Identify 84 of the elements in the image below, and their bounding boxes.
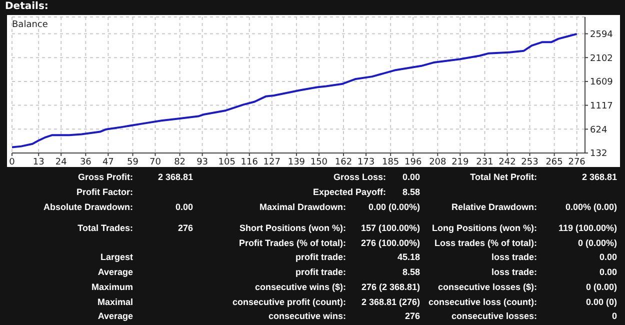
x-tick-label: 0: [9, 157, 16, 168]
text: Largest: [100, 252, 133, 262]
x-tick-label: 276: [568, 157, 586, 168]
text: profit trade:: [296, 267, 346, 277]
x-tick-label: 253: [521, 157, 538, 168]
text: Maximal: [97, 297, 133, 307]
text: 2 368.81: [158, 172, 193, 182]
x-tick-label: 13: [32, 157, 44, 168]
text: 45.18: [397, 252, 420, 262]
x-tick-label: 59: [127, 157, 139, 168]
x-tick-label: 242: [498, 157, 516, 168]
x-tick-label: 93: [196, 157, 208, 168]
x-tick-label: 127: [263, 157, 280, 168]
text: 157 (100.00%): [360, 223, 420, 233]
text: Loss trades (% of total):: [434, 238, 537, 248]
x-tick-label: 208: [429, 157, 447, 168]
text: Long Positions (won %):: [432, 223, 537, 233]
y-tick-label: 2102: [590, 54, 613, 64]
text: 0.00: [402, 172, 420, 182]
text: Maximum: [91, 282, 133, 292]
chart-title: Details:: [5, 1, 48, 12]
text: Total Trades:: [78, 223, 133, 233]
x-tick-label: 185: [382, 157, 400, 168]
x-tick-label: 231: [476, 157, 494, 168]
x-tick-label: 219: [452, 157, 470, 168]
text: 2 368.81: [582, 172, 617, 182]
text: 0.00 (0.00%): [368, 202, 420, 212]
text: Absolute Drawdown:: [44, 202, 133, 212]
text: 0 (0.00): [586, 282, 617, 292]
text: loss trade:: [491, 267, 537, 277]
text: Total Net Profit:: [470, 172, 537, 182]
y-tick-label: 2594: [590, 30, 614, 40]
text: 8.58: [402, 187, 420, 197]
x-tick-label: 139: [288, 157, 306, 168]
text: 276: [404, 311, 420, 321]
text: 0 (0.00%): [578, 238, 617, 248]
x-tick-label: 24: [55, 157, 68, 168]
line-series: [12, 32, 578, 148]
text: 2 368.81 (276): [361, 297, 420, 307]
x-tick-label: 150: [310, 157, 328, 168]
text: 0: [612, 311, 617, 321]
x-tick-label: 116: [240, 157, 258, 168]
text: 0.00% (0.00): [565, 202, 617, 212]
text: consecutive loss (count):: [428, 297, 537, 307]
text: Expected Payoff:: [312, 187, 386, 197]
text: 119 (100.00%): [558, 223, 617, 233]
x-tick-label: 82: [174, 157, 186, 168]
text: loss trade:: [491, 252, 537, 262]
text: consecutive losses:: [451, 311, 537, 321]
x-tick-label: 173: [357, 157, 375, 168]
text: Gross Profit:: [78, 172, 133, 182]
annotation: Balance: [12, 20, 48, 30]
x-tick-label: 36: [80, 157, 92, 168]
text: Maximal Drawdown:: [259, 202, 346, 212]
text: Average: [98, 267, 133, 277]
text: 0.00: [175, 202, 193, 212]
text: Profit Factor:: [76, 187, 133, 197]
x-tick-label: 162: [334, 157, 352, 168]
text: consecutive losses ($):: [438, 282, 537, 292]
y-tick-label: 132: [590, 149, 608, 160]
y-tick-label: 624: [590, 125, 608, 136]
x-tick-label: 265: [546, 157, 563, 168]
y-tick-label: 1609: [590, 78, 614, 88]
text: 276 (100.00%): [360, 238, 420, 248]
text: Relative Drawdown:: [451, 202, 537, 212]
text: 276: [178, 223, 193, 233]
text: 0.00: [599, 267, 617, 277]
text: consecutive wins ($):: [254, 282, 346, 292]
y-tick-label: 1117: [590, 101, 613, 112]
text: Average: [98, 311, 133, 321]
text: consecutive wins:: [268, 311, 346, 321]
text: Profit Trades (% of total):: [238, 238, 346, 248]
text: 0.00 (0): [586, 297, 617, 307]
text: Short Positions (won %):: [240, 223, 346, 233]
x-tick-label: 196: [404, 157, 422, 168]
x-tick-label: 105: [218, 157, 236, 168]
text: 276 (2 368.81): [361, 282, 420, 292]
x-tick-label: 70: [150, 157, 162, 168]
x-tick-label: 47: [102, 157, 114, 168]
text: profit trade:: [296, 252, 346, 262]
text: 0.00: [599, 252, 617, 262]
text: consecutive profit (count):: [232, 297, 346, 307]
text: 8.58: [402, 267, 420, 277]
text: Gross Loss:: [333, 172, 386, 182]
